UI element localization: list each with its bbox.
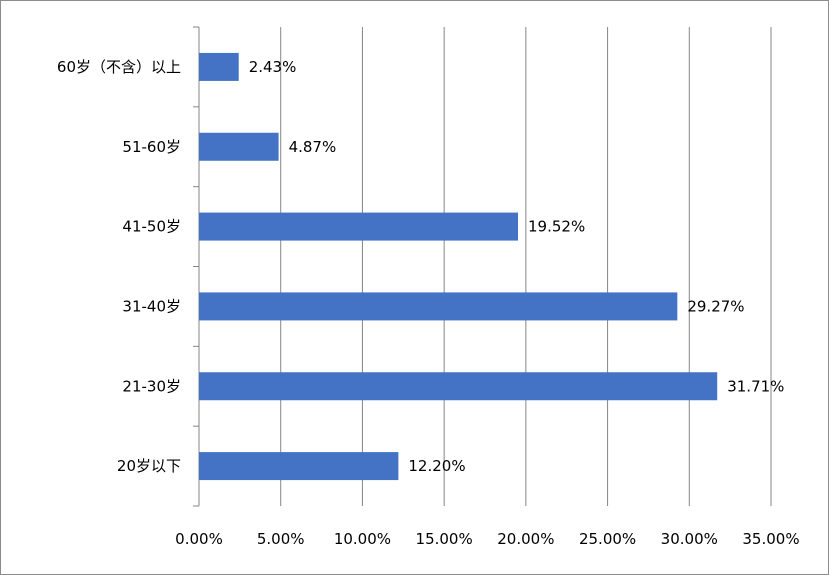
bar bbox=[199, 292, 678, 321]
x-tick-label: 35.00% bbox=[742, 530, 799, 548]
category-label: 21-30岁 bbox=[122, 377, 181, 395]
data-label: 4.87% bbox=[289, 138, 337, 156]
axes bbox=[193, 26, 200, 507]
x-tick-label: 25.00% bbox=[579, 530, 636, 548]
category-label: 51-60岁 bbox=[122, 138, 181, 156]
bar bbox=[199, 452, 399, 481]
bar bbox=[199, 132, 279, 161]
data-label: 12.20% bbox=[408, 457, 465, 475]
category-label: 60岁（不含）以上 bbox=[57, 58, 181, 76]
category-label: 31-40岁 bbox=[122, 297, 181, 315]
category-label: 41-50岁 bbox=[122, 218, 181, 236]
data-label: 2.43% bbox=[249, 58, 297, 76]
labels: 0.00% 5.00% 10.00% 15.00% 20.00% 25.00% 30.00%… bbox=[57, 58, 800, 548]
x-tick-label: 30.00% bbox=[661, 530, 718, 548]
x-tick-label: 10.00% bbox=[334, 530, 391, 548]
data-label: 19.52% bbox=[528, 218, 585, 236]
x-tick-label: 5.00% bbox=[257, 530, 305, 548]
data-label: 31.71% bbox=[727, 377, 784, 395]
bar bbox=[199, 372, 718, 401]
x-tick-label: 15.00% bbox=[416, 530, 473, 548]
x-tick-label: 0.00% bbox=[175, 530, 223, 548]
data-label: 29.27% bbox=[687, 297, 744, 315]
category-label: 20岁以下 bbox=[117, 457, 181, 475]
bar bbox=[199, 212, 519, 241]
gridlines bbox=[280, 27, 772, 506]
x-tick-label: 20.00% bbox=[497, 530, 554, 548]
bar bbox=[199, 52, 239, 81]
bars bbox=[199, 52, 718, 481]
